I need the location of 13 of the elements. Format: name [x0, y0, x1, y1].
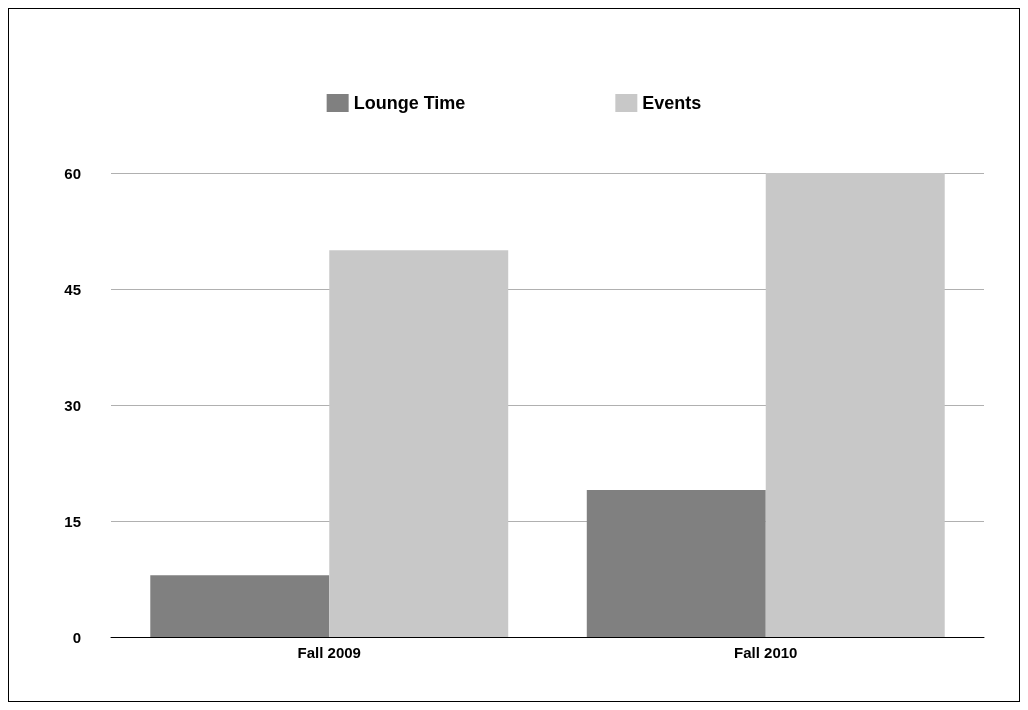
y-tick-label: 30 [64, 396, 81, 414]
bar [586, 490, 766, 637]
y-tick-label: 15 [64, 512, 81, 530]
bar [329, 250, 509, 637]
bar [150, 575, 330, 637]
x-tick-label: Fall 2009 [297, 644, 361, 661]
bar [765, 173, 945, 637]
legend-label: Lounge Time [353, 93, 466, 113]
y-tick-label: 45 [64, 280, 81, 298]
legend-label: Events [642, 93, 702, 113]
y-tick-label: 60 [64, 164, 81, 182]
y-tick-label: 0 [72, 628, 81, 646]
x-tick-label: Fall 2010 [734, 644, 798, 661]
